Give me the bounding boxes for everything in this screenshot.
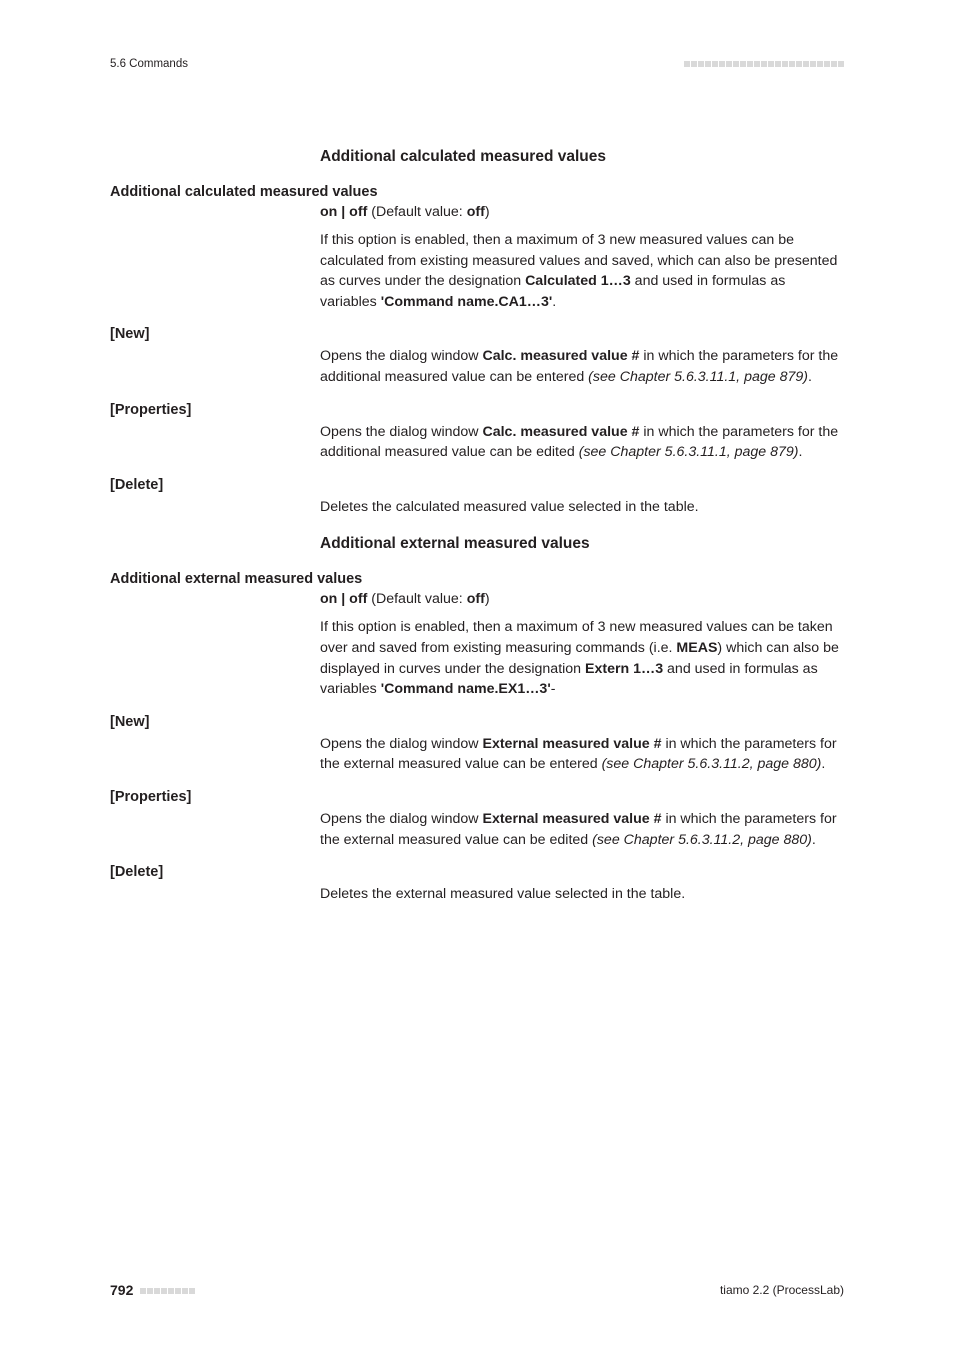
onoff-option-ext: on | off [320,591,367,607]
section-title-external: Additional external measured values [320,535,844,553]
header-decoration [683,61,844,67]
onoff-option: on | off [320,204,367,220]
description-calculated: If this option is enabled, then a maximu… [320,230,844,312]
page-content: Additional calculated measured values Ad… [110,130,844,919]
new-description-ext: Opens the dialog window External measure… [320,734,844,775]
field-label-external: Additional external measured values [110,571,844,587]
delete-button-label: [Delete] [110,477,844,493]
header-section-ref: 5.6 Commands [110,58,188,70]
new-description-calc: Opens the dialog window Calc. measured v… [320,346,844,387]
page-footer: 792 tiamo 2.2 (ProcessLab) [110,1282,844,1298]
page-number: 792 [110,1282,133,1298]
footer-decoration [139,1283,195,1297]
description-external: If this option is enabled, then a maximu… [320,617,844,699]
footer-product: tiamo 2.2 (ProcessLab) [720,1283,844,1297]
page-header: 5.6 Commands [110,58,844,70]
new-button-label-ext: [New] [110,714,844,730]
field-label-calculated: Additional calculated measured values [110,184,844,200]
section-title-calculated: Additional calculated measured values [320,148,844,166]
properties-description-ext: Opens the dialog window External measure… [320,809,844,850]
default-value-external: on | off (Default value: off) [320,591,844,607]
properties-button-label-ext: [Properties] [110,789,844,805]
properties-button-label: [Properties] [110,402,844,418]
new-button-label: [New] [110,326,844,342]
properties-description-calc: Opens the dialog window Calc. measured v… [320,422,844,463]
footer-left: 792 [110,1282,195,1298]
default-value-calculated: on | off (Default value: off) [320,204,844,220]
delete-button-label-ext: [Delete] [110,864,844,880]
delete-description-ext: Deletes the external measured value sele… [320,884,844,905]
delete-description-calc: Deletes the calculated measured value se… [320,497,844,518]
